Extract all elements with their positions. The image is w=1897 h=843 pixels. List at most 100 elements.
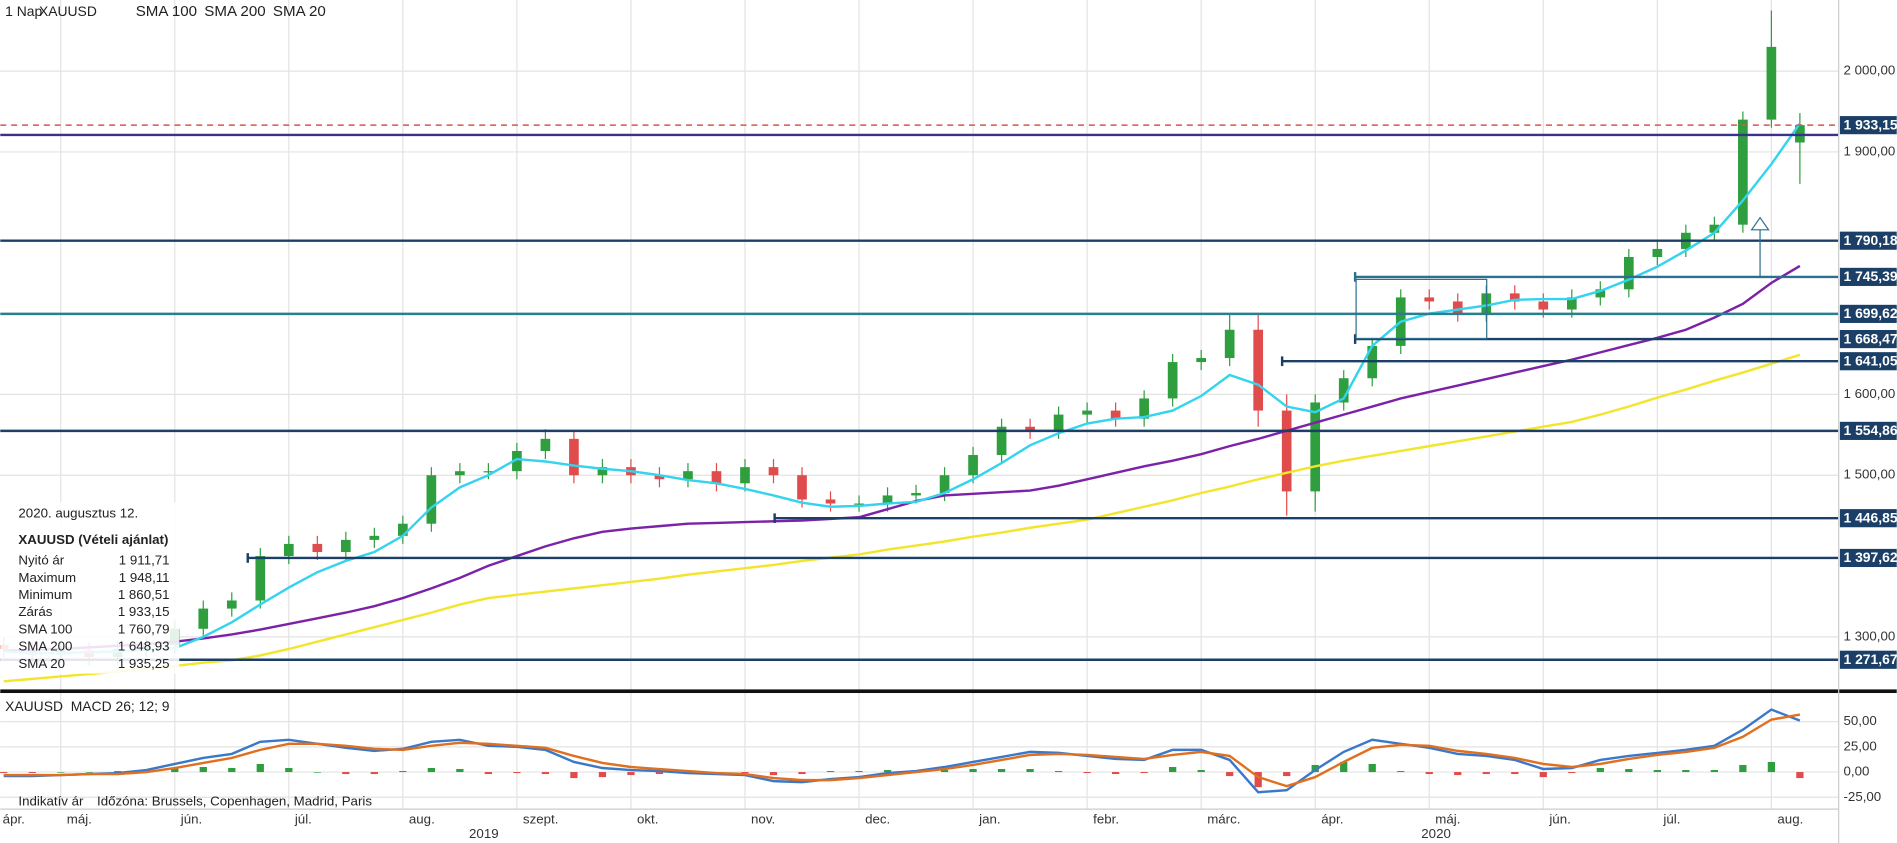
x-tick-label: ápr. [3,812,25,827]
candle-body [255,556,266,601]
x-tick-label: nov. [751,812,775,827]
candle-body [1053,414,1064,431]
range-box [1355,278,1488,340]
level-label-bg [1839,231,1897,250]
histogram-bar [598,772,607,778]
x-tick-label: jún. [1548,812,1570,827]
info-value: 1 935,25 [118,656,170,671]
candle-body [1766,46,1777,120]
histogram-bar [1340,761,1348,773]
histogram-bar [28,772,36,774]
x-tick-label: jún. [180,812,202,827]
histogram-bar [171,768,179,773]
level-label: 1 271,67 [1844,651,1897,667]
histogram-bar [1311,764,1319,773]
legend: SMA 100 SMA 200 SMA 20 [136,3,326,20]
macd-line [3,713,1801,788]
histogram-bar [1539,772,1547,778]
histogram-bar [1112,772,1120,775]
histogram-bar [1511,772,1519,775]
histogram-bar [0,772,8,774]
level-label: 1 397,62 [1844,549,1897,565]
candle-body [882,495,893,504]
histogram-bar [1596,768,1604,773]
histogram-bar [655,772,664,775]
histogram-bar [1368,763,1376,773]
histogram-bar [1254,772,1262,788]
level-label: 1 668,47 [1844,330,1897,346]
candle-body [1538,301,1549,310]
sma-line [3,264,1801,652]
x-tick-label: febr. [1093,812,1119,827]
interval: 1 Nap [5,3,42,19]
histogram-bar [256,763,264,773]
histogram-bar [1482,772,1490,775]
level-label-bg [1839,548,1897,568]
y-tick-label: 2 000,00 [1844,63,1896,78]
histogram-bar [826,771,835,773]
y-tick-label: 50,00 [1844,713,1877,728]
candle-body [1338,378,1349,403]
histogram-bar [228,768,236,773]
candle-body [226,600,237,609]
x-tick-label: aug. [409,812,435,827]
level-label: 1 699,62 [1844,305,1897,321]
level-label-bg [1839,329,1897,349]
candle-body [797,475,807,500]
year-label: 2020 [1421,826,1451,841]
y-tick-label: 25,00 [1844,738,1877,753]
candle-body [654,475,665,480]
legend-entry: SMA 100 [136,3,197,20]
symbol: XAUUSD [39,3,97,19]
candle-body [1452,301,1463,314]
candle-body [939,475,950,494]
info-instrument: XAUUSD (Vételi ajánlat) [18,532,168,547]
info-value: 1 948,11 [119,570,170,585]
histogram-bar [1026,769,1034,773]
y-tick-label: 1 300,00 [1844,628,1896,643]
info-box: 2020. augusztus 12. XAUUSD (Vételi ajánl… [0,501,180,674]
sma-line [3,122,1801,655]
histogram-bar [313,772,321,773]
level-label-bg [1839,116,1897,135]
level-label: 1 745,39 [1844,268,1897,284]
candle-body [911,493,921,496]
histogram-bar [1083,772,1091,774]
candle-body [768,467,779,476]
info-box-bg [0,501,180,674]
candle-body [483,471,494,473]
histogram-bar [969,769,977,773]
histogram-bar [769,772,778,776]
level-label-bg [1839,650,1897,669]
candle-body [1224,329,1235,359]
candle-body [283,543,294,557]
candle-body [854,503,864,505]
level-label: 1 933,15 [1844,116,1897,132]
info-label: Zárás [18,604,52,619]
level-label-bg [1839,267,1897,286]
candle-body [1566,297,1577,310]
candle-body [1623,257,1634,290]
histogram-bar [114,771,122,773]
x-tick-label: ápr. [1321,812,1343,827]
histogram-bar [1140,772,1148,774]
histogram-bar [1425,772,1433,775]
histogram-bar [285,768,293,773]
candle-body [426,475,437,524]
candle-body [1652,248,1663,258]
histogram-bar [1625,769,1633,773]
level-label: 1 446,85 [1844,509,1897,525]
legend-entry: SMA 20 [273,3,326,20]
info-value: 1 933,15 [118,604,170,619]
info-label: Minimum [18,587,72,602]
candle-body [1110,410,1121,419]
histogram-bar [456,769,464,773]
info-value: 1 911,71 [119,553,170,568]
x-tick-label: márc. [1207,812,1240,827]
histogram-bar [997,769,1006,773]
histogram-bar [1283,772,1291,777]
info-value: 1 648,93 [118,639,170,654]
macd-line [3,708,1801,794]
candle-body [569,438,579,476]
